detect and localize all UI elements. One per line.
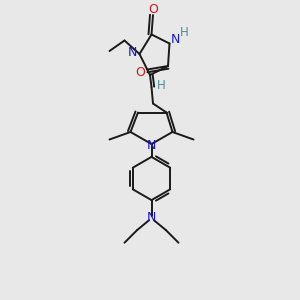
Text: O: O <box>136 66 145 79</box>
Text: N: N <box>128 46 138 59</box>
Text: O: O <box>148 3 158 16</box>
Text: H: H <box>157 79 166 92</box>
Text: H: H <box>180 26 189 40</box>
Text: N: N <box>171 33 180 46</box>
Text: N: N <box>147 139 156 152</box>
Text: N: N <box>147 211 156 224</box>
